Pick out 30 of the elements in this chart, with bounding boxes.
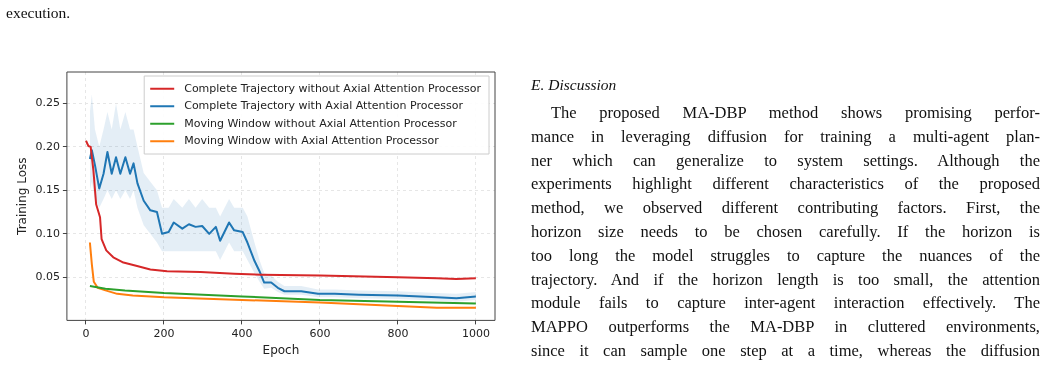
x-tick-label: 0: [82, 326, 90, 340]
x-axis-title: Epoch: [262, 342, 300, 357]
x-tick-label: 800: [387, 326, 409, 340]
y-tick-label: 0.25: [35, 96, 60, 110]
legend-label: Complete Trajectory with Axial Attention Processor: [184, 99, 464, 113]
y-axis-title: Training Loss: [15, 157, 30, 236]
text: method, we observed different contributing factors. First, the: [531, 198, 1040, 218]
text: module fails to capture inter-agent interaction effectively. The: [531, 293, 1040, 313]
text: The proposed MA-DBP method shows promising perfor-: [551, 103, 1040, 122]
text: experiments highlight different characteristics of the proposed: [531, 174, 1040, 194]
legend-label: Moving Window with Axial Attention Processor: [184, 134, 440, 148]
text: ner which can generalize to system settings. Although the: [531, 150, 1040, 170]
x-tick-label: 1000: [461, 326, 490, 340]
text: mance in leveraging diffusion for training a multi-agent plan-: [531, 126, 1040, 146]
x-tick-label: 600: [309, 326, 331, 340]
text: horizon size needs to be chosen carefully. If the horizon is: [531, 222, 1040, 241]
y-tick-label: 0.10: [35, 226, 60, 240]
legend-label: Moving Window without Axial Attention Processor: [184, 116, 458, 130]
text: execution.: [6, 4, 71, 22]
y-tick-label: 0.15: [35, 183, 60, 197]
y-tick-label: 0.05: [35, 270, 60, 284]
x-tick-label: 200: [153, 326, 175, 340]
text: trajectory. And if the horizon length is too small, the attention: [531, 269, 1040, 289]
text: E. Discussion: [531, 76, 617, 94]
text: MAPPO outperforms the MA-DBP in cluttered environments,: [531, 317, 1040, 337]
legend-label: Complete Trajectory without Axial Attention Processor: [184, 81, 482, 95]
y-tick-label: 0.20: [35, 139, 60, 153]
text: too long the model struggles to capture the nuances of the: [531, 245, 1040, 265]
text: since it can sample one step at a time, whereas the diffusion: [531, 341, 1040, 360]
x-tick-label: 400: [231, 326, 253, 340]
